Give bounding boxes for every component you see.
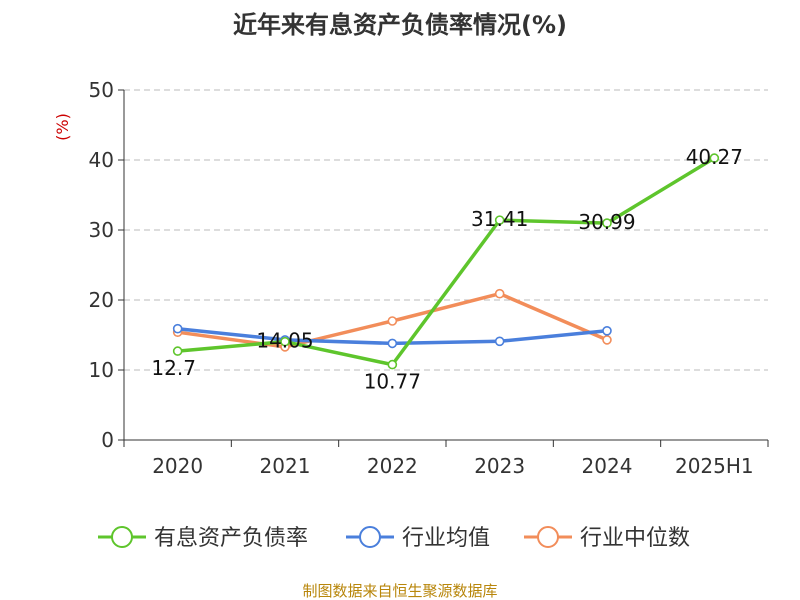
- data-point: [172, 323, 183, 334]
- data-point: [387, 316, 398, 326]
- legend-marker: [537, 526, 559, 548]
- data-point: [709, 153, 720, 163]
- x-tick-label: 2021: [260, 454, 311, 478]
- data-point: [494, 288, 505, 299]
- legend-marker: [111, 526, 133, 548]
- data-point: [387, 338, 398, 349]
- legend: 有息资产负债率 行业均值 行业中位数: [98, 526, 690, 551]
- y-tick-label: 40: [89, 148, 114, 172]
- y-tick-label: 30: [89, 218, 114, 242]
- x-tick-label: 2023: [474, 454, 525, 478]
- data-point: [280, 336, 290, 347]
- data-point: [494, 215, 505, 225]
- legend-marker: [359, 526, 381, 548]
- chart-title: 近年来有息资产负债率情况(%): [233, 11, 567, 39]
- data-point: [602, 218, 612, 228]
- data-label: 40.27: [686, 145, 743, 169]
- y-tick-label: 0: [101, 428, 114, 452]
- legend-label: 行业均值: [402, 526, 490, 551]
- series-layer: [172, 153, 720, 370]
- x-tick-label: 2022: [367, 454, 418, 478]
- y-axis-unit-label: (%): [53, 113, 72, 141]
- data-point: [494, 336, 505, 347]
- y-tick-label: 50: [89, 78, 114, 102]
- x-tick-label: 2020: [152, 454, 203, 478]
- data-point: [602, 335, 612, 345]
- x-tick-label: 2024: [582, 454, 633, 478]
- data-point: [172, 346, 183, 356]
- data-label: 30.99: [578, 210, 635, 234]
- grid-lines: [124, 89, 768, 371]
- data-label: 12.7: [151, 356, 196, 380]
- data-label: 14.05: [256, 329, 313, 353]
- y-tick-label: 10: [89, 358, 114, 382]
- series-3: [172, 288, 612, 352]
- data-point: [602, 325, 612, 336]
- data-point: [387, 359, 398, 370]
- legend-label: 有息资产负债率: [154, 526, 308, 551]
- data-labels: 12.7 14.05 10.77 31.41 30.99 40.27: [151, 145, 743, 393]
- series-1: [172, 153, 720, 370]
- x-tick-label: 2025H1: [675, 454, 754, 478]
- data-label: 31.41: [471, 207, 528, 231]
- y-tick-label: 20: [89, 288, 114, 312]
- series-line: [175, 156, 717, 367]
- source-note: 制图数据来自恒生聚源数据库: [302, 582, 497, 600]
- data-label: 10.77: [364, 370, 421, 394]
- legend-label: 行业中位数: [580, 526, 690, 551]
- axes: 0 10 20 30 40 50 2020 2021 2022 2023 2024 2025H1: [89, 78, 769, 478]
